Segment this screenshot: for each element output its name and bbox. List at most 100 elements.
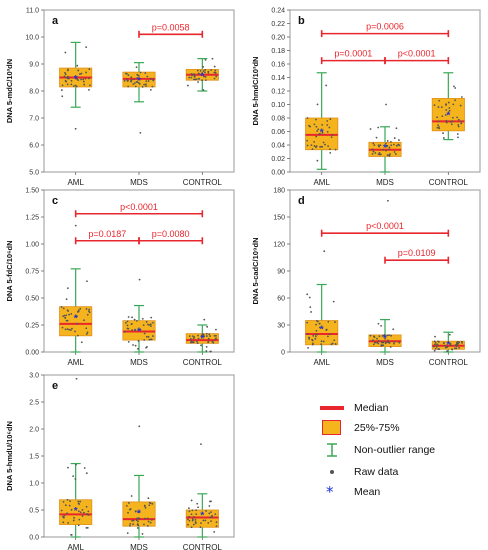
raw-data-point [442, 132, 444, 135]
box-mds: * [122, 278, 156, 353]
box-aml: * [59, 377, 93, 538]
raw-data-point [83, 83, 86, 86]
panel-letter: a [52, 15, 59, 27]
raw-data-point [377, 322, 380, 325]
raw-data-point [438, 348, 441, 350]
legend-label-median: Median [354, 402, 389, 414]
raw-data-point [316, 103, 319, 106]
raw-data-point [331, 342, 334, 345]
raw-data-point [131, 329, 133, 332]
raw-data-point [448, 107, 451, 109]
y-tick-label: 180 [273, 188, 285, 195]
mean-marker: * [200, 510, 204, 521]
raw-data-point [64, 317, 67, 319]
raw-data-outlier [200, 443, 202, 446]
raw-data-point [75, 322, 78, 325]
raw-data-point [312, 342, 314, 345]
raw-data-point [80, 72, 83, 75]
raw-data-point [85, 333, 88, 335]
mean-marker: * [74, 506, 78, 517]
raw-data-point [456, 133, 459, 135]
raw-data-point [442, 342, 445, 345]
raw-data-point [388, 154, 390, 157]
y-tick-label: 120 [273, 242, 285, 249]
raw-data-point [132, 519, 135, 522]
raw-data-point [152, 321, 154, 324]
raw-data-outlier [138, 278, 141, 281]
mean-marker: * [446, 340, 450, 351]
raw-data-point [202, 333, 205, 336]
y-tick-label: 0.08 [271, 116, 285, 123]
raw-data-point [330, 343, 333, 346]
iqr-box [59, 499, 93, 525]
raw-data-point [148, 338, 151, 341]
p-value-label: p=0.0187 [88, 229, 126, 239]
raw-data-point [129, 524, 131, 527]
raw-data-point [192, 523, 195, 526]
raw-data-point [433, 104, 436, 107]
raw-data-point [389, 153, 391, 155]
raw-data-point [130, 76, 133, 79]
raw-data-point [207, 341, 209, 344]
raw-data-outlier [387, 199, 389, 202]
raw-data-point [86, 513, 88, 515]
y-tick-label: 0.0 [29, 535, 39, 542]
raw-data-point [195, 522, 197, 525]
raw-data-point [329, 148, 331, 151]
raw-data-point [386, 339, 389, 342]
raw-data-point [149, 325, 152, 327]
p-value-label: p=0.0109 [398, 248, 436, 258]
raw-data-point [318, 322, 321, 325]
mean-marker: * [320, 128, 324, 139]
raw-data-point [130, 323, 133, 326]
raw-data-point [382, 148, 385, 151]
raw-data-point [455, 347, 458, 350]
raw-data-point [309, 306, 312, 309]
raw-data-point [145, 321, 148, 323]
raw-data-point [330, 136, 333, 139]
raw-data-point [315, 135, 318, 138]
raw-data-point [395, 144, 398, 147]
raw-data-point [134, 328, 137, 331]
comparison-bracket: p=0.0080 [138, 229, 204, 245]
raw-data-point [64, 328, 67, 331]
raw-data-point [390, 334, 393, 337]
raw-data-point [150, 316, 153, 319]
raw-data-point [211, 57, 214, 60]
raw-data-outlier [323, 250, 326, 253]
box-aml: * [59, 41, 93, 130]
legend-label-iqr: 25%-75% [354, 422, 400, 434]
raw-data-point [87, 514, 90, 516]
raw-data-point [445, 121, 448, 124]
raw-data-point [78, 518, 81, 521]
box-control: * [185, 443, 219, 538]
comparison-bracket: p=0.0058 [138, 22, 204, 38]
iqr-box-icon [318, 420, 346, 436]
raw-data-point [214, 513, 217, 516]
raw-data-point [87, 310, 90, 312]
raw-data-point [148, 501, 151, 504]
raw-data-point [144, 517, 146, 520]
legend-item-range: Non-outlier range [318, 442, 435, 458]
raw-data-point [147, 497, 150, 500]
raw-data-point [373, 144, 376, 147]
raw-data-point [449, 342, 452, 345]
raw-data-point [67, 521, 70, 524]
raw-data-point [390, 140, 392, 143]
raw-data-point [192, 341, 194, 343]
raw-data-point [74, 330, 76, 333]
raw-data-point [433, 340, 436, 343]
raw-data-point [315, 125, 318, 128]
raw-data-point [393, 143, 395, 146]
raw-data-point [434, 341, 437, 344]
raw-data-point [382, 344, 385, 347]
raw-data-point [398, 341, 401, 344]
raw-data-point [132, 83, 135, 86]
box-aml: * [305, 72, 339, 170]
raw-data-point [196, 342, 199, 345]
raw-data-point [205, 350, 208, 352]
raw-data-point [209, 516, 211, 519]
y-axis-label: DNA 5-hmdU/10⁶dN [5, 421, 14, 491]
raw-data-point [193, 515, 195, 518]
raw-data-point [377, 144, 380, 147]
